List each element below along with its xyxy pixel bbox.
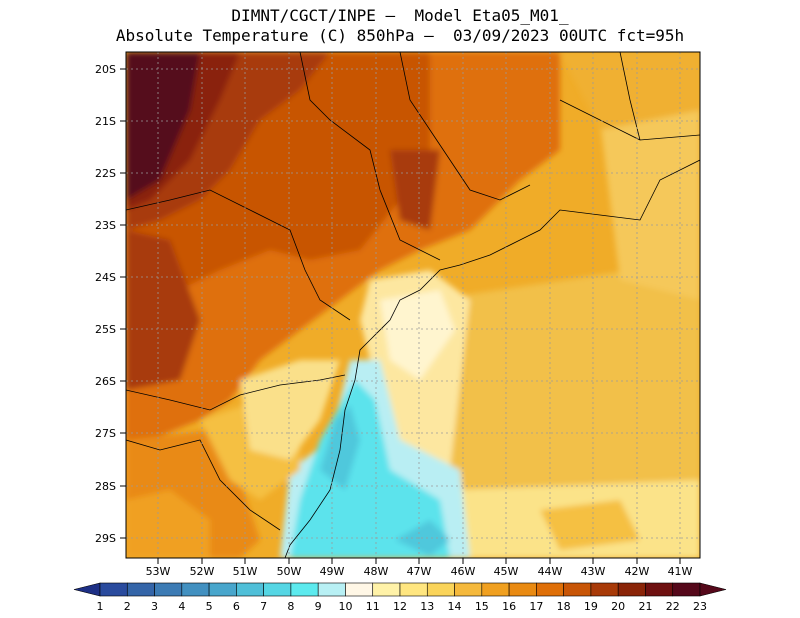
x-axis-labels: 53W 52W 51W 50W 49W 48W 47W 46W 45W 44W … — [146, 565, 693, 578]
x-tick-label: 53W — [146, 565, 171, 578]
colorbar-label: 19 — [584, 600, 598, 613]
colorbar-label: 3 — [151, 600, 158, 613]
colorbar-swatch — [508, 582, 537, 597]
y-tick-label: 28S — [95, 480, 116, 493]
colorbar-label: 8 — [287, 600, 294, 613]
colorbar-label: 6 — [233, 600, 240, 613]
colorbar-label: 14 — [448, 600, 462, 613]
y-axis-labels: 20S 21S 22S 23S 24S 25S 26S 27S 28S 29S — [95, 63, 116, 545]
y-tick-label: 27S — [95, 427, 116, 440]
colorbar-swatch — [181, 582, 210, 597]
y-tick-label: 21S — [95, 115, 116, 128]
x-tick-label: 47W — [407, 565, 432, 578]
grid-lines — [126, 52, 700, 558]
colorbar-label: 15 — [475, 600, 489, 613]
colorbar-left-arrow — [73, 582, 101, 597]
colorbar-label: 17 — [529, 600, 543, 613]
coastline — [126, 52, 700, 558]
colorbar: 1 2 3 4 5 6 7 8 9 10 11 12 13 14 15 16 17 18 19 20 21 22 23 — [73, 582, 727, 613]
colorbar-swatch — [317, 582, 346, 597]
colorbar-label: 1 — [97, 600, 104, 613]
colorbar-swatch — [617, 582, 646, 597]
colorbar-swatch — [536, 582, 564, 597]
y-tick-label: 23S — [95, 219, 116, 232]
colorbar-label: 18 — [557, 600, 571, 613]
x-tick-label: 44W — [538, 565, 563, 578]
y-tick-label: 25S — [95, 323, 116, 336]
colorbar-swatch — [645, 582, 674, 597]
map-title-line1: DIMNT/CGCT/INPE – Model Eta05_M01_ — [231, 6, 569, 25]
colorbar-swatch — [426, 582, 455, 597]
colorbar-label: 13 — [420, 600, 434, 613]
y-tick-label: 22S — [95, 167, 116, 180]
colorbar-label: 5 — [206, 600, 213, 613]
y-tick-label: 24S — [95, 271, 116, 284]
colorbar-swatch — [590, 582, 619, 597]
y-tick-label: 29S — [95, 532, 116, 545]
colorbar-swatch — [99, 582, 128, 597]
temperature-field — [126, 52, 700, 558]
y-tick-label: 26S — [95, 375, 116, 388]
colorbar-label: 22 — [666, 600, 680, 613]
colorbar-label: 20 — [611, 600, 625, 613]
x-tick-label: 48W — [364, 565, 389, 578]
colorbar-swatch — [563, 582, 592, 597]
colorbar-swatch — [672, 582, 701, 597]
axis-ticks — [120, 68, 681, 564]
colorbar-swatch — [481, 582, 510, 597]
map-title-line2: Absolute Temperature (C) 850hPa – 03/09/… — [115, 26, 685, 45]
x-tick-label: 49W — [320, 565, 345, 578]
colorbar-label: 16 — [502, 600, 516, 613]
colorbar-right-arrow — [699, 582, 727, 597]
colorbar-label: 10 — [338, 600, 352, 613]
colorbar-swatch — [154, 582, 183, 597]
x-tick-label: 41W — [668, 565, 693, 578]
colorbar-swatch — [454, 582, 483, 597]
y-tick-label: 20S — [95, 63, 116, 76]
x-tick-label: 43W — [581, 565, 606, 578]
x-tick-label: 50W — [277, 565, 302, 578]
colorbar-swatch — [236, 582, 264, 597]
colorbar-swatch — [126, 582, 155, 597]
colorbar-label: 12 — [393, 600, 407, 613]
x-tick-label: 51W — [233, 565, 258, 578]
colorbar-swatch — [372, 582, 401, 597]
colorbar-swatch — [345, 582, 374, 597]
colorbar-label: 11 — [366, 600, 380, 613]
colorbar-label: 4 — [178, 600, 185, 613]
colorbar-swatch — [290, 582, 319, 597]
colorbar-swatch — [399, 582, 428, 597]
x-tick-label: 52W — [190, 565, 215, 578]
colorbar-swatch — [208, 582, 237, 597]
colorbar-label: 7 — [260, 600, 267, 613]
colorbar-label: 23 — [693, 600, 707, 613]
x-tick-label: 45W — [494, 565, 519, 578]
colorbar-label: 21 — [638, 600, 652, 613]
x-tick-label: 42W — [625, 565, 650, 578]
colorbar-label: 9 — [315, 600, 322, 613]
colorbar-swatch — [263, 582, 292, 597]
x-tick-label: 46W — [451, 565, 476, 578]
colorbar-label: 2 — [124, 600, 131, 613]
plot-frame — [125, 51, 701, 559]
